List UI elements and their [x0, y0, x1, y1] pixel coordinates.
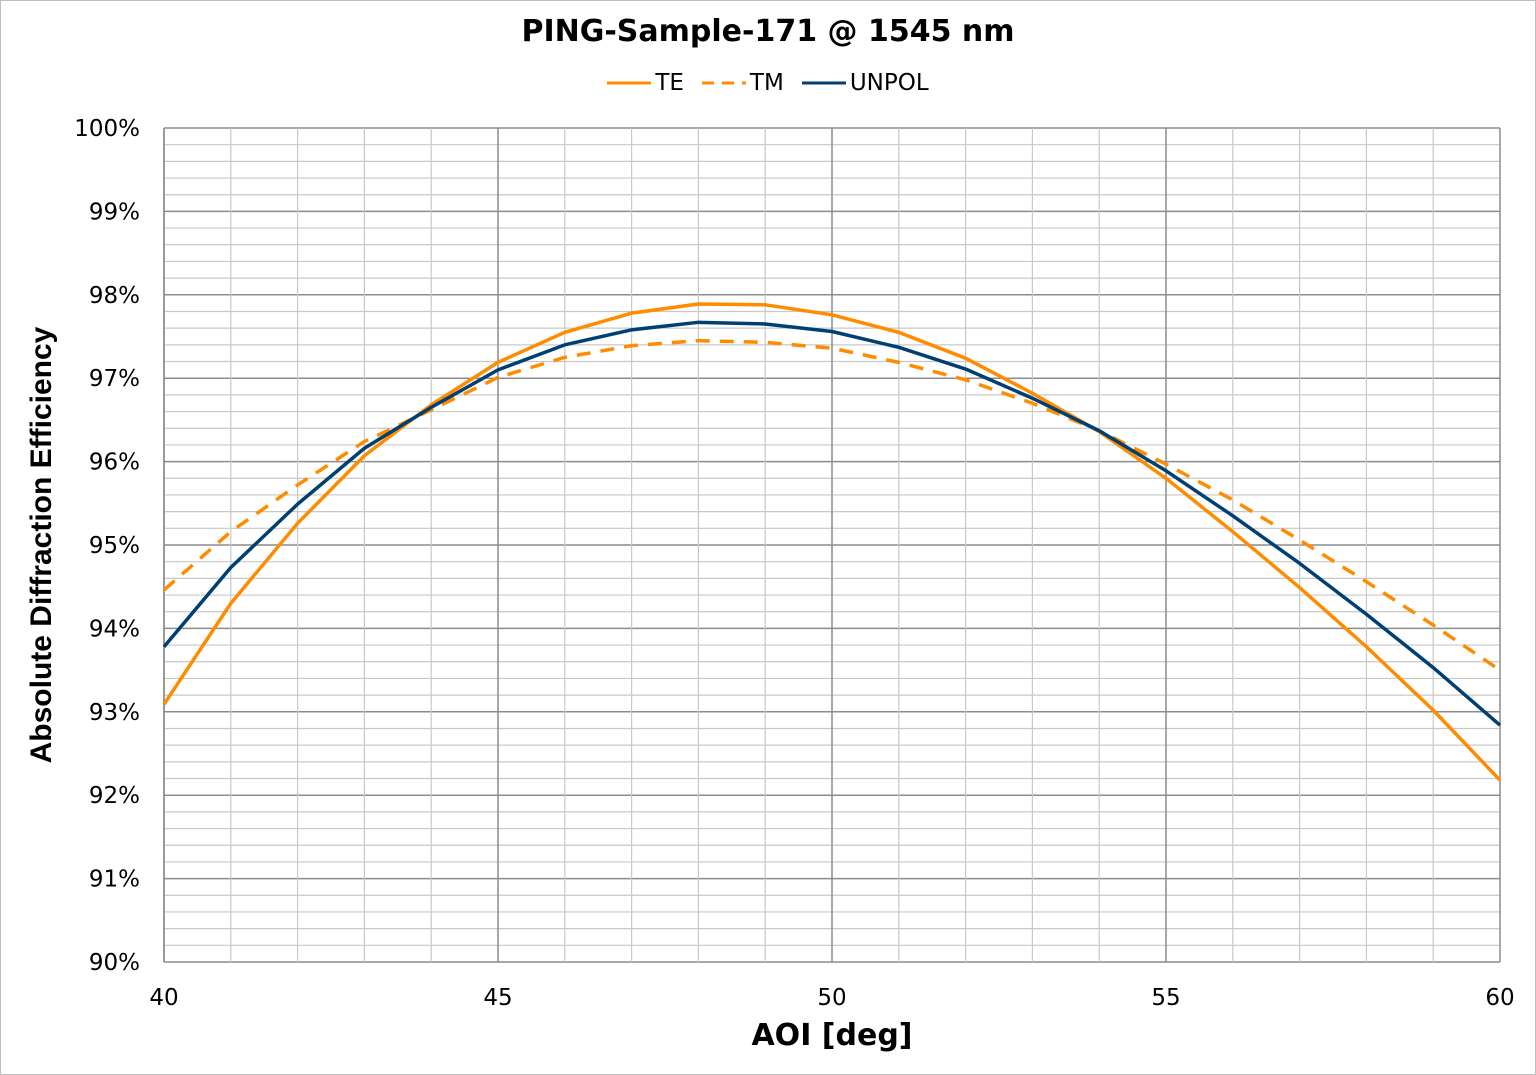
y-tick-label: 100%: [74, 116, 140, 142]
y-tick-label: 97%: [89, 366, 140, 392]
y-tick-label: 90%: [89, 950, 140, 976]
series-line-unpol: [162, 320, 1502, 727]
legend-line-solid-orange-icon: [607, 81, 652, 85]
axis-ticks: 90% 91% 92% 93% 94% 95% 96% 97% 98% 99% 100% 40 45 50…: [74, 116, 1514, 1011]
legend-line-solid-navy-icon: [801, 81, 846, 85]
legend-line-dashed-orange-icon: [701, 81, 746, 85]
y-tick-label: 99%: [89, 199, 140, 225]
x-tick-label: 40: [149, 985, 178, 1011]
legend-label: UNPOL: [849, 70, 929, 96]
series-line-tm: [162, 338, 1501, 672]
data-series: [162, 302, 1502, 782]
y-tick-label: 95%: [89, 533, 140, 559]
y-axis-title: Absolute Diffraction Efficiency: [25, 326, 58, 764]
y-tick-label: 98%: [89, 283, 140, 309]
x-tick-label: 55: [1151, 985, 1180, 1011]
x-tick-label: 60: [1485, 985, 1514, 1011]
legend-item-unpol: UNPOL: [801, 70, 929, 96]
y-tick-label: 96%: [89, 450, 140, 476]
legend-label: TE: [655, 70, 684, 96]
gridlines: [163, 127, 1501, 963]
x-tick-label: 50: [817, 985, 846, 1011]
x-axis-title: AOI [deg]: [751, 1018, 913, 1053]
y-tick-label: 94%: [89, 616, 140, 642]
series-line-te: [162, 302, 1502, 782]
chart-title: PING-Sample-171 @ 1545 nm: [521, 14, 1015, 49]
legend-item-te: TE: [607, 70, 684, 96]
y-tick-label: 93%: [89, 700, 140, 726]
legend-item-tm: TM: [701, 70, 784, 96]
y-tick-label: 91%: [89, 867, 140, 893]
legend: TE TM UNPOL: [0, 70, 1536, 96]
x-tick-label: 45: [483, 985, 512, 1011]
legend-label: TM: [749, 70, 784, 96]
y-tick-label: 92%: [89, 783, 140, 809]
